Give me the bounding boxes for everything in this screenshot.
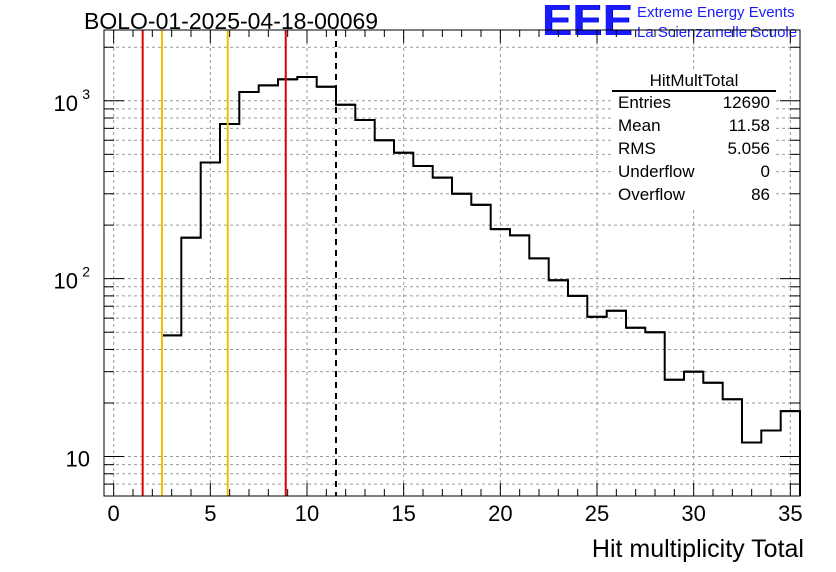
stats-label: RMS bbox=[618, 139, 656, 158]
eee-logo: EEE Extreme Energy Events La Scienza nel… bbox=[542, 0, 832, 45]
x-tick-label: 30 bbox=[681, 501, 705, 526]
stats-value: 86 bbox=[751, 185, 770, 204]
x-tick-label: 15 bbox=[391, 501, 415, 526]
y-tick-exponent: 2 bbox=[82, 264, 90, 280]
stats-row-entries: Entries 12690 bbox=[618, 93, 770, 115]
y-tick-label: 10 bbox=[54, 91, 78, 116]
stats-label: Entries bbox=[618, 93, 671, 112]
x-tick-label: 20 bbox=[488, 501, 512, 526]
x-tick-label: 25 bbox=[585, 501, 609, 526]
stats-row-underflow: Underflow 0 bbox=[618, 162, 770, 184]
logo-mark: EEE bbox=[542, 0, 634, 45]
stats-title: HitMultTotal bbox=[649, 71, 739, 90]
stats-box: HitMultTotal Entries 12690 Mean 11.58 RM… bbox=[612, 71, 776, 207]
x-tick-label: 35 bbox=[778, 501, 802, 526]
stats-label: Underflow bbox=[618, 162, 695, 181]
plot-frame bbox=[103, 29, 801, 497]
stats-label: Mean bbox=[618, 116, 661, 135]
stats-row-overflow: Overflow 86 bbox=[618, 185, 770, 207]
logo-line-1: Extreme Energy Events bbox=[637, 4, 795, 21]
y-tick-label: 10 bbox=[66, 447, 90, 472]
x-tick-label: 5 bbox=[204, 501, 216, 526]
stats-value: 11.58 bbox=[728, 116, 770, 135]
y-tick-label: 10 bbox=[54, 269, 78, 294]
logo-line-2: La Scienza nelle Scuole bbox=[637, 24, 798, 41]
x-tick-label: 0 bbox=[108, 501, 120, 526]
stats-value: 12690 bbox=[722, 93, 770, 112]
y-tick-exponent: 3 bbox=[82, 86, 90, 102]
x-axis-label: Hit multiplicity Total bbox=[591, 535, 804, 563]
x-tick-label: 10 bbox=[295, 501, 319, 526]
stats-row-rms: RMS 5.056 bbox=[618, 139, 770, 161]
stats-label: Overflow bbox=[618, 185, 686, 204]
stats-row-mean: Mean 11.58 bbox=[618, 116, 770, 138]
stats-divider bbox=[612, 90, 776, 92]
stats-value: 0 bbox=[760, 162, 770, 181]
stats-value: 5.056 bbox=[727, 139, 770, 158]
